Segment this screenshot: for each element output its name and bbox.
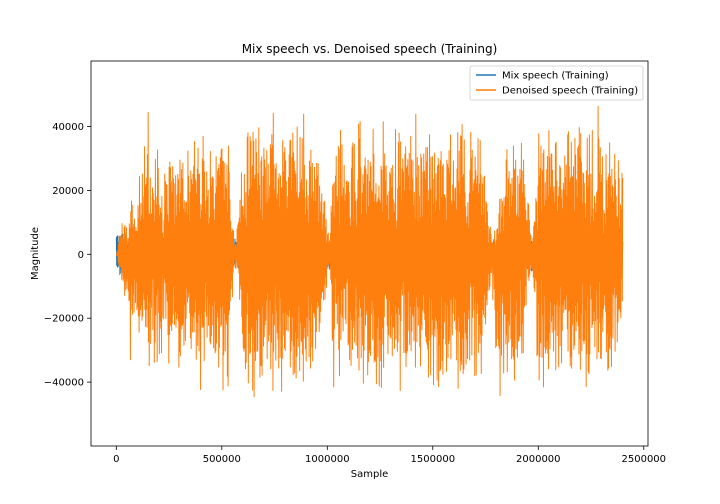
x-tick-label: 500000	[203, 454, 241, 465]
x-tick-label: 2000000	[516, 454, 561, 465]
x-tick-label: 2500000	[622, 454, 667, 465]
x-tick-label: 0	[113, 454, 119, 465]
x-axis: 0 500000 1000000 1500000 2000000 2500000	[113, 446, 666, 465]
series-line-denoised-speech	[115, 105, 624, 398]
y-tick-label: 0	[78, 250, 84, 261]
y-tick-label: −40000	[44, 378, 84, 389]
y-tick-label: 40000	[52, 122, 84, 133]
chart-title: Mix speech vs. Denoised speech (Training…	[242, 42, 498, 56]
legend-entry-mix: Mix speech (Training)	[502, 71, 609, 82]
y-axis: −40000 −20000 0 20000 40000	[44, 122, 91, 389]
series-layer	[115, 105, 624, 398]
legend-box	[469, 65, 644, 101]
x-axis-label: Sample	[351, 469, 389, 480]
x-tick-label: 1000000	[305, 454, 350, 465]
y-axis-label: Magnitude	[30, 227, 41, 280]
legend-entry-denoised: Denoised speech (Training)	[502, 86, 638, 97]
y-tick-label: 20000	[52, 186, 84, 197]
y-tick-label: −20000	[44, 314, 84, 325]
legend: Mix speech (Training) Denoised speech (T…	[469, 65, 644, 101]
x-tick-label: 1500000	[411, 454, 456, 465]
plot-frame	[90, 60, 649, 447]
